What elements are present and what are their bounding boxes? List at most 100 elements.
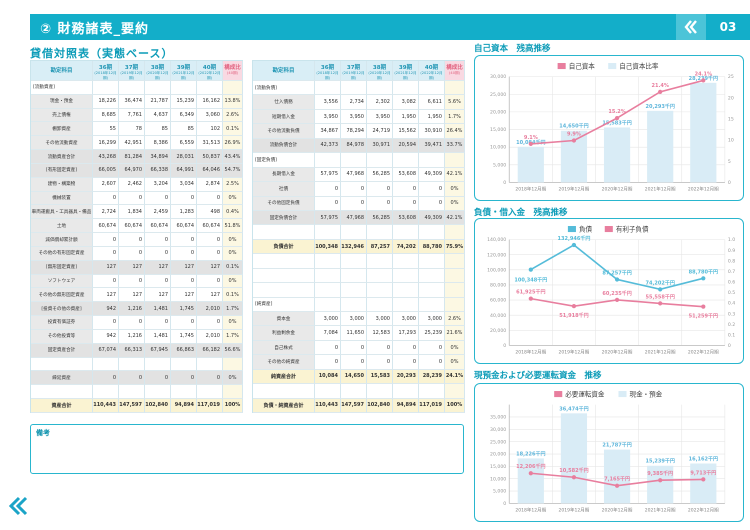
svg-text:2022年12月期: 2022年12月期 <box>688 506 719 513</box>
value-cell: 3,082 <box>393 95 419 110</box>
ratio-cell: 56.6% <box>223 343 243 358</box>
value-cell: 3,060 <box>197 108 223 123</box>
value-cell: 100,348 <box>315 239 341 255</box>
ratio-cell: 2.6% <box>223 108 243 123</box>
value-cell: 0 <box>315 196 341 211</box>
value-cell: 127 <box>171 260 197 275</box>
value-cell: 34,894 <box>145 150 171 164</box>
value-cell: 1,283 <box>171 205 197 220</box>
table-row: [流動負債] <box>253 81 465 96</box>
value-cell <box>419 384 445 399</box>
svg-text:9.1%: 9.1% <box>524 135 538 141</box>
period-column-header: 36期 (2018年12月期) <box>315 61 341 81</box>
value-cell: 18,226 <box>93 94 119 109</box>
value-cell: 102,840 <box>145 399 171 413</box>
value-cell <box>367 81 393 96</box>
value-cell: 94,894 <box>171 399 197 413</box>
value-cell: 57,975 <box>315 210 341 226</box>
value-cell <box>419 283 445 298</box>
period-column-header: 38期 (2020年12月期) <box>145 61 171 81</box>
value-cell: 3,000 <box>367 312 393 327</box>
legend-label: 必要運転資金 <box>565 389 605 398</box>
value-cell <box>93 357 119 372</box>
value-cell <box>393 283 419 298</box>
table-row <box>253 384 465 399</box>
svg-text:15,000: 15,000 <box>490 464 506 470</box>
value-cell <box>315 268 341 284</box>
value-cell: 47,968 <box>341 167 367 183</box>
svg-text:2018年12月期: 2018年12月期 <box>515 348 546 355</box>
value-cell: 2,459 <box>145 205 171 220</box>
value-cell: 94,894 <box>393 398 419 414</box>
table-row: 機械装置 0 0 0 0 0 0% <box>31 191 243 206</box>
row-label: [流動負債] <box>253 81 315 96</box>
value-cell: 2,010 <box>197 329 223 344</box>
value-cell: 87,257 <box>367 239 393 255</box>
table-row: 資産合計 110,443 147,597 102,840 94,894 117,019 10… <box>31 399 243 413</box>
row-label: 棚卸資産 <box>31 122 93 137</box>
value-cell: 10,084 <box>315 369 341 385</box>
row-label: 車両運搬具・工具器具・備品 <box>31 205 93 220</box>
value-cell: 498 <box>197 205 223 220</box>
svg-text:10,582千円: 10,582千円 <box>559 467 588 474</box>
svg-text:80,000: 80,000 <box>490 283 506 289</box>
value-cell: 34,867 <box>315 124 341 139</box>
value-cell: 4,637 <box>145 108 171 123</box>
value-cell: 0 <box>367 196 393 211</box>
table-row: その他の有形固定資産 0 0 0 0 0 0% <box>31 246 243 261</box>
svg-text:100,000: 100,000 <box>487 267 506 273</box>
svg-text:5,000: 5,000 <box>493 489 506 495</box>
value-cell: 20,594 <box>393 138 419 154</box>
value-cell: 0 <box>197 274 223 289</box>
value-cell: 0 <box>93 233 119 247</box>
value-cell: 127 <box>119 260 145 275</box>
value-cell: 66,863 <box>171 343 197 358</box>
ratio-cell <box>223 357 243 372</box>
table-row: [有形固定資産] 66,005 64,970 66,338 64,991 64,046 54… <box>31 163 243 178</box>
page-title: ② 財務諸表_要約 <box>40 21 150 37</box>
value-cell: 0 <box>197 233 223 247</box>
value-cell: 0 <box>145 233 171 247</box>
table-row <box>253 254 465 269</box>
value-cell: 8,685 <box>93 108 119 123</box>
svg-text:40,000: 40,000 <box>490 313 506 319</box>
value-cell <box>315 297 341 312</box>
value-cell: 78,294 <box>341 124 367 139</box>
value-cell: 36,474 <box>119 94 145 109</box>
value-cell <box>315 153 341 168</box>
svg-text:20,000: 20,000 <box>490 328 506 334</box>
table-row: 利益剰余金 7,084 11,650 12,583 17,293 25,239 21.6% <box>253 326 465 341</box>
value-cell <box>341 283 367 298</box>
value-cell <box>393 297 419 312</box>
row-label <box>31 385 93 400</box>
table-row: 短期借入金 3,950 3,950 3,950 1,950 1,950 1.7% <box>253 109 465 125</box>
ratio-cell: 2.5% <box>223 177 243 192</box>
svg-text:0.4: 0.4 <box>728 301 735 307</box>
ratio-column-header: 構成比 (40期) <box>445 61 465 81</box>
svg-text:10,000: 10,000 <box>490 476 506 482</box>
value-cell: 0 <box>341 355 367 370</box>
table-row <box>253 283 465 298</box>
table-row: 固定資産合計 67,074 66,313 67,945 66,863 66,182 56.6… <box>31 343 243 358</box>
value-cell: 50,837 <box>197 150 223 164</box>
chart-debt: 140,000 120,000 100,000 80,000 60,000 40,000 2… <box>474 218 744 364</box>
svg-text:9,385千円: 9,385千円 <box>647 470 673 477</box>
ratio-cell <box>445 283 465 298</box>
svg-text:15,583千円: 15,583千円 <box>602 119 631 126</box>
value-cell <box>315 283 341 298</box>
value-cell: 0 <box>171 233 197 247</box>
ratio-cell: 13.8% <box>223 94 243 109</box>
svg-text:60,000: 60,000 <box>490 298 506 304</box>
table-row: [固定負債] <box>253 153 465 168</box>
svg-text:10: 10 <box>728 138 734 144</box>
svg-text:2019年12月期: 2019年12月期 <box>559 348 590 355</box>
table-row: 流動負債合計 42,373 84,978 30,971 20,594 39,471 33.7… <box>253 138 465 154</box>
ratio-cell <box>223 385 243 400</box>
value-cell: 1,950 <box>393 109 419 125</box>
svg-text:0.7: 0.7 <box>728 269 735 275</box>
svg-text:140,000: 140,000 <box>487 237 506 243</box>
現預金および必要運転資金 推移-svg: 35,000 30,000 25,000 20,000 15,000 10,000 5,00… <box>490 389 726 513</box>
ratio-cell: 0% <box>223 233 243 247</box>
row-label: 自己株式 <box>253 340 315 356</box>
value-cell: 0 <box>367 182 393 197</box>
